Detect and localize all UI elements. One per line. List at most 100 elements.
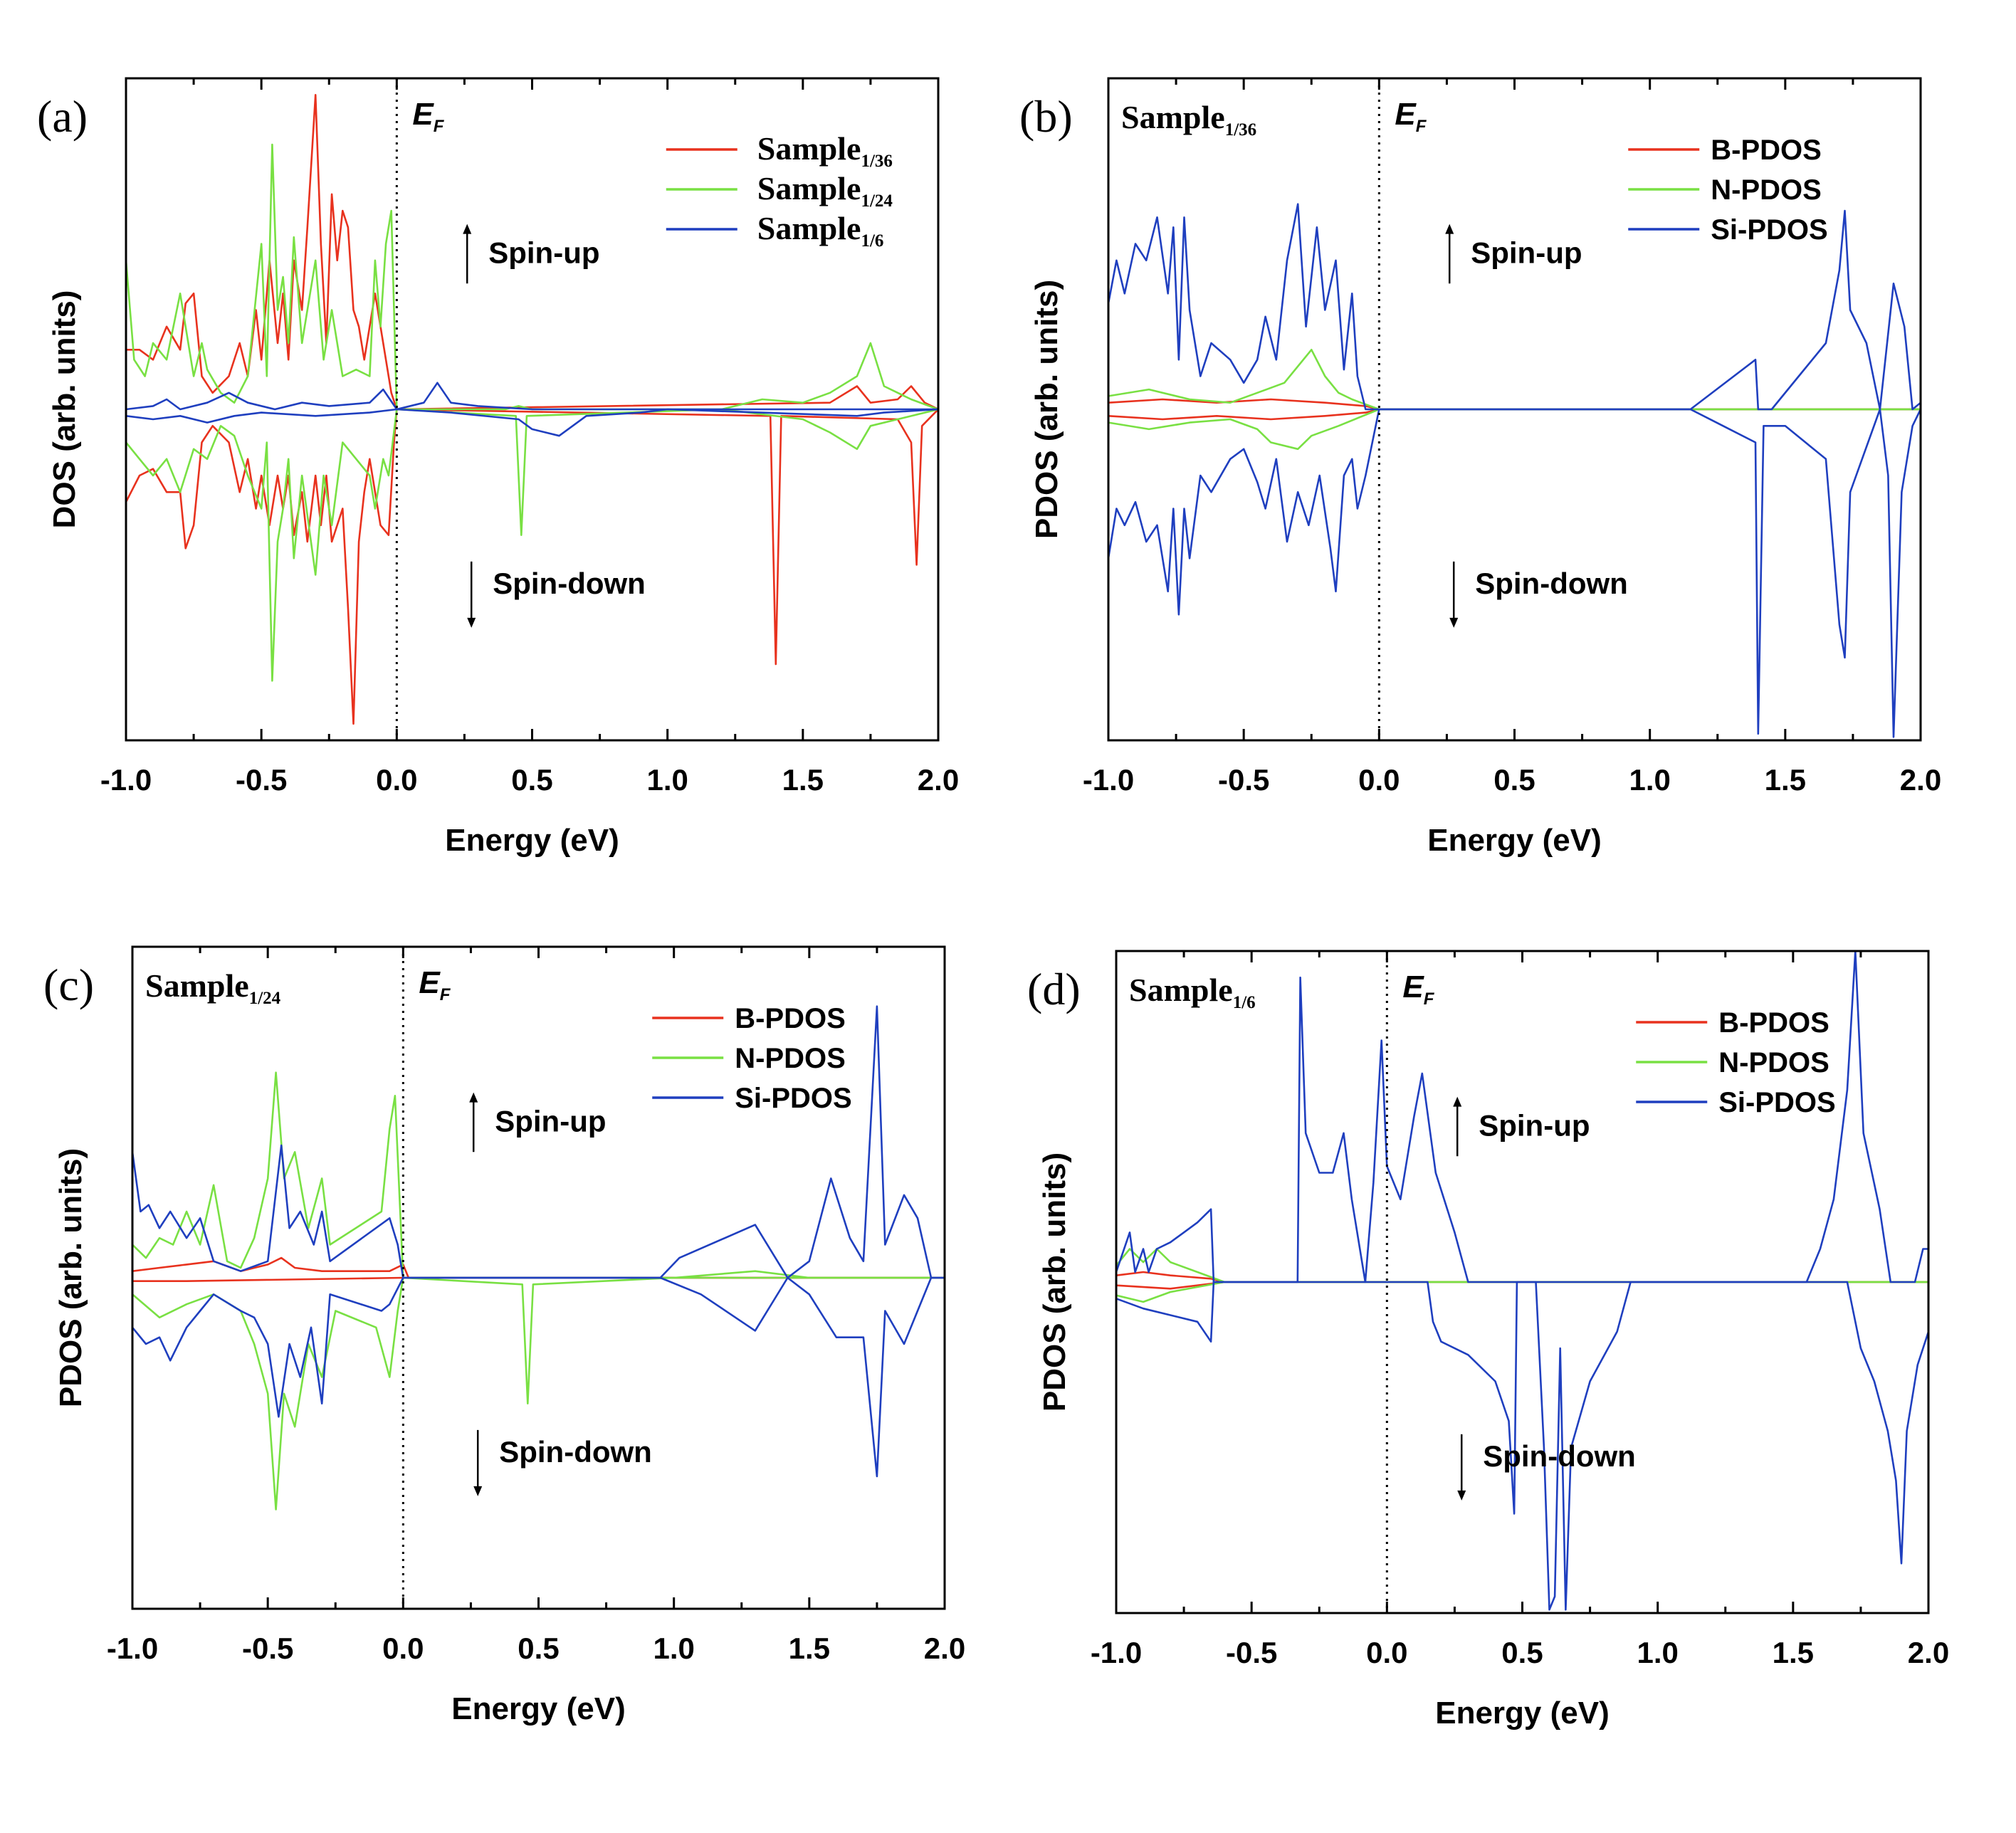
x-tick-label: 0.5 [518, 1632, 559, 1665]
spin-up-label: Spin-up [488, 236, 599, 270]
legend-entry-main: Sample [757, 130, 861, 167]
panel-d: EF -1.0 -0.5 0.0 0.5 1.0 1.5 2.0 Energy (eV) PDOS… [1027, 950, 1949, 1730]
fermi-level-label-sub: F [434, 117, 445, 136]
x-tick-label: 1.5 [1765, 763, 1806, 797]
legend-entry-main: Sample [757, 210, 861, 246]
legend-entry: Si-PDOS [1718, 1087, 1835, 1118]
x-tick-label: 0.5 [1501, 1636, 1543, 1669]
x-axis-label: Energy (eV) [1427, 823, 1602, 858]
x-tick-label: 2.0 [924, 1632, 965, 1665]
series-si-pdos-down-line [132, 1276, 945, 1478]
legend-entry: Sample1/36 [757, 130, 893, 171]
x-tick-label: 1.0 [1629, 763, 1670, 797]
x-tick-label: -0.5 [236, 763, 287, 797]
fermi-level-label-sub: F [440, 985, 451, 1004]
series-n-pdos-down-line [1108, 408, 1921, 451]
legend: B-PDOS N-PDOS Si-PDOS [652, 1003, 852, 1114]
x-tick-label: 1.0 [1637, 1636, 1678, 1669]
spin-up-label: Spin-up [1471, 236, 1582, 270]
sample-label: Sample1/36 [1121, 99, 1256, 140]
legend-entry: N-PDOS [1718, 1047, 1829, 1078]
x-tick-label: 0.0 [376, 763, 417, 797]
series-si-pdos-up-line [1116, 951, 1928, 1283]
legend: B-PDOS N-PDOS Si-PDOS [1628, 135, 1828, 246]
fermi-level-label: EF [1402, 970, 1434, 1009]
legend-entry: Si-PDOS [1711, 214, 1827, 246]
panel-b: EF -1.0 -0.5 0.0 0.5 1.0 1.5 2.0 Energy (eV) PDOS… [1019, 77, 1941, 858]
sample-label: Sample1/6 [1129, 972, 1256, 1012]
legend-entry: Sample1/24 [757, 170, 893, 211]
y-axis-label: DOS (arb. units) [47, 290, 82, 529]
fermi-level-label-main: E [1395, 97, 1417, 132]
series-si-pdos-down-line [1108, 408, 1921, 738]
fermi-level-label-main: E [412, 97, 434, 132]
spin-up-arrow-head [1453, 1096, 1462, 1107]
fermi-level-label-main: E [1402, 970, 1424, 1004]
x-tick-label: -0.5 [1218, 763, 1269, 797]
fermi-level-label-sub: F [1424, 989, 1435, 1009]
x-tick-label: 1.0 [646, 763, 688, 797]
spin-down-label: Spin-down [499, 1435, 652, 1469]
x-tick-label: -1.0 [107, 1632, 158, 1665]
sample-label-sub: 1/24 [249, 989, 281, 1008]
panel-label: (a) [37, 91, 88, 142]
x-tick-label: 1.5 [782, 763, 824, 797]
panel-label: (d) [1027, 964, 1081, 1014]
spin-down-arrow-head [473, 1486, 483, 1496]
x-tick-label: -0.5 [1226, 1636, 1277, 1669]
fermi-level-label-main: E [419, 965, 441, 1000]
panel-c: EF -1.0 -0.5 0.0 0.5 1.0 1.5 2.0 Energy (eV) PDOS… [43, 945, 965, 1726]
panel-a: EF -1.0 -0.5 0.0 0.5 1.0 1.5 2.0 Energy (eV) DOS … [37, 77, 959, 858]
x-tick-label: -1.0 [1091, 1636, 1142, 1669]
x-tick-label: 2.0 [1900, 763, 1941, 797]
x-tick-label: 2.0 [1908, 1636, 1949, 1669]
series-sample1-24-up-line [126, 143, 938, 411]
series-sample1-36-up-line [126, 94, 938, 411]
y-axis-label: PDOS (arb. units) [1037, 1152, 1072, 1412]
series-n-pdos-up-line [1108, 348, 1921, 411]
x-tick-label: -0.5 [242, 1632, 293, 1665]
x-tick-label: 0.0 [1366, 1636, 1407, 1669]
legend-entry-sub: 1/24 [861, 191, 893, 211]
legend-entry-sub: 1/36 [861, 152, 892, 171]
series-si-pdos-down-line [1116, 1281, 1928, 1611]
x-tick-label: -1.0 [1083, 763, 1134, 797]
spin-down-arrow-head [1457, 1490, 1466, 1501]
legend-entry-main: Sample [757, 170, 861, 206]
x-tick-label: 1.0 [653, 1632, 694, 1665]
fermi-level-label: EF [412, 97, 444, 136]
y-axis-label: PDOS (arb. units) [53, 1148, 88, 1407]
x-tick-label: 2.0 [918, 763, 959, 797]
x-tick-label: 1.5 [789, 1632, 830, 1665]
spin-up-arrow-head [469, 1092, 478, 1103]
spin-down-label: Spin-down [1483, 1439, 1636, 1473]
spin-up-arrow-head [1445, 224, 1454, 234]
legend-entry: N-PDOS [735, 1043, 846, 1074]
spin-down-label: Spin-down [1475, 567, 1628, 600]
legend-entry: B-PDOS [1718, 1007, 1829, 1039]
panel-label: (c) [43, 960, 94, 1010]
legend-entry: Sample1/6 [757, 210, 884, 251]
spin-down-arrow-head [467, 617, 476, 628]
spin-up-arrow-head [463, 224, 472, 234]
spin-up-label: Spin-up [1479, 1109, 1590, 1143]
x-tick-label: 0.5 [511, 763, 552, 797]
sample-label-main: Sample [1129, 972, 1233, 1008]
y-axis-label: PDOS (arb. units) [1029, 280, 1064, 539]
sample-label-sub: 1/6 [1233, 993, 1256, 1012]
sample-label-main: Sample [145, 967, 249, 1004]
x-axis-label: Energy (eV) [1435, 1696, 1610, 1730]
series-sample1-6-down-line [126, 408, 938, 437]
series-si-pdos-up-line [132, 1005, 945, 1279]
sample-label: Sample1/24 [145, 967, 281, 1008]
legend-entry: B-PDOS [1711, 135, 1822, 166]
legend-entry-sub: 1/6 [861, 231, 883, 251]
fermi-level-label-sub: F [1416, 117, 1427, 136]
series-si-pdos-up-line [1108, 203, 1921, 411]
legend-entry: B-PDOS [735, 1003, 846, 1034]
x-axis-label: Energy (eV) [451, 1691, 626, 1726]
x-tick-label: 0.0 [1358, 763, 1400, 797]
